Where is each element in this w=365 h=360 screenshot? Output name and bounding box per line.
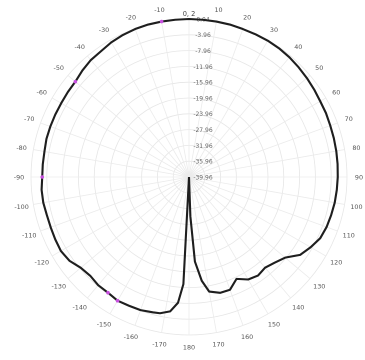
angle-tick-label: -170 bbox=[152, 341, 167, 349]
angle-tick-label: 100 bbox=[350, 203, 362, 211]
grid-spoke bbox=[161, 21, 190, 178]
grid-spoke bbox=[188, 176, 327, 257]
grid-spoke bbox=[134, 28, 190, 178]
angle-tick-label: -150 bbox=[97, 321, 112, 329]
grid-spoke bbox=[188, 55, 291, 178]
data-point-marker bbox=[73, 79, 78, 84]
grid-spoke bbox=[188, 176, 269, 315]
radial-tick-label: -11.96 bbox=[193, 64, 213, 71]
grid-spoke bbox=[161, 176, 190, 333]
angle-tick-label: 90 bbox=[355, 173, 363, 181]
angle-tick-label: -100 bbox=[14, 203, 29, 211]
angle-tick-label: 10 bbox=[214, 6, 222, 14]
angle-tick-label: -130 bbox=[52, 283, 67, 291]
angle-tick-label: 70 bbox=[345, 115, 353, 123]
grid-spoke bbox=[188, 176, 338, 232]
angle-tick-label: -50 bbox=[54, 64, 64, 72]
radial-tick-label: -3.96 bbox=[195, 32, 211, 39]
angle-tick-label: -80 bbox=[16, 144, 26, 152]
angle-tick-label: -20 bbox=[126, 14, 136, 22]
angle-tick-label: -160 bbox=[124, 333, 139, 341]
radial-tick-label: -7.96 bbox=[195, 48, 211, 55]
angle-tick-label: -40 bbox=[75, 43, 85, 51]
grid-spoke bbox=[188, 97, 327, 178]
series-layer bbox=[40, 17, 339, 315]
grid-spoke bbox=[40, 176, 190, 232]
grid-spoke bbox=[109, 176, 190, 315]
angle-tick-label: 140 bbox=[292, 304, 304, 312]
angle-tick-label: 50 bbox=[315, 64, 323, 72]
angle-tick-label: 30 bbox=[270, 26, 278, 34]
angle-tick-label: -140 bbox=[72, 304, 87, 312]
radial-tick-label: -31.96 bbox=[193, 143, 213, 150]
angle-tick-label: 160 bbox=[241, 333, 253, 341]
angle-tick-label: 20 bbox=[243, 14, 251, 22]
grid-spoke bbox=[109, 39, 190, 178]
grid-spoke bbox=[67, 176, 190, 279]
grid-spoke bbox=[51, 176, 190, 257]
grid-spoke bbox=[33, 176, 190, 205]
angle-tick-label: -10 bbox=[154, 6, 164, 14]
angle-tick-label: -90 bbox=[14, 173, 24, 181]
angle-labels: -170 -160 -150 -140 -130 -120 -110 -100 -90 -80 -7… bbox=[14, 6, 363, 351]
angle-tick-label: 150 bbox=[268, 321, 280, 329]
grid-spoke bbox=[87, 176, 190, 299]
radial-tick-label: -39.96 bbox=[193, 174, 213, 181]
angle-tick-label: -60 bbox=[37, 88, 47, 96]
angle-tick-label: 80 bbox=[352, 144, 360, 152]
data-point-marker bbox=[106, 290, 110, 295]
angle-tick-label: -30 bbox=[99, 26, 109, 34]
grid-spoke bbox=[188, 28, 244, 178]
grid-spoke bbox=[33, 149, 190, 178]
data-point-marker bbox=[115, 298, 120, 303]
angle-tick-label: 130 bbox=[313, 283, 325, 291]
grid-spoke bbox=[188, 21, 217, 178]
angle-tick-label: -70 bbox=[24, 115, 34, 123]
angle-tick-label: 60 bbox=[332, 88, 340, 96]
radial-tick-label: -15.96 bbox=[193, 80, 213, 87]
grid-spoke bbox=[188, 176, 217, 333]
grid-spoke bbox=[188, 39, 269, 178]
chart-title: 0, 2 bbox=[183, 10, 196, 18]
angle-tick-label: 170 bbox=[212, 341, 224, 349]
angle-tick-label: 120 bbox=[330, 258, 342, 266]
grid-spoke bbox=[87, 55, 190, 178]
data-point-marker bbox=[159, 19, 164, 24]
grid-spoke bbox=[51, 97, 190, 178]
grid-spoke bbox=[134, 176, 190, 326]
grid-spoke bbox=[188, 176, 244, 326]
radial-tick-label: -23.96 bbox=[193, 111, 213, 118]
angle-tick-label: -120 bbox=[35, 258, 50, 266]
pattern-series-line bbox=[40, 17, 339, 315]
radial-tick-label: -35.96 bbox=[193, 159, 213, 166]
radial-tick-label: -27.96 bbox=[193, 127, 213, 134]
data-point-marker bbox=[40, 175, 45, 179]
grid-spoke bbox=[188, 176, 291, 299]
grid-layer bbox=[30, 18, 348, 336]
grid-spoke bbox=[188, 122, 338, 178]
grid-spoke bbox=[188, 176, 345, 205]
grid-spoke bbox=[40, 122, 190, 178]
angle-tick-label: -110 bbox=[22, 231, 37, 239]
grid-spoke bbox=[188, 75, 311, 178]
grid-spoke bbox=[188, 176, 311, 279]
angle-tick-label: 40 bbox=[294, 43, 302, 51]
angle-tick-label: 180 bbox=[183, 343, 195, 351]
angle-tick-label: 110 bbox=[343, 231, 355, 239]
grid-spoke bbox=[188, 149, 345, 178]
grid-spoke bbox=[67, 75, 190, 178]
radial-tick-label: -19.96 bbox=[193, 95, 213, 102]
